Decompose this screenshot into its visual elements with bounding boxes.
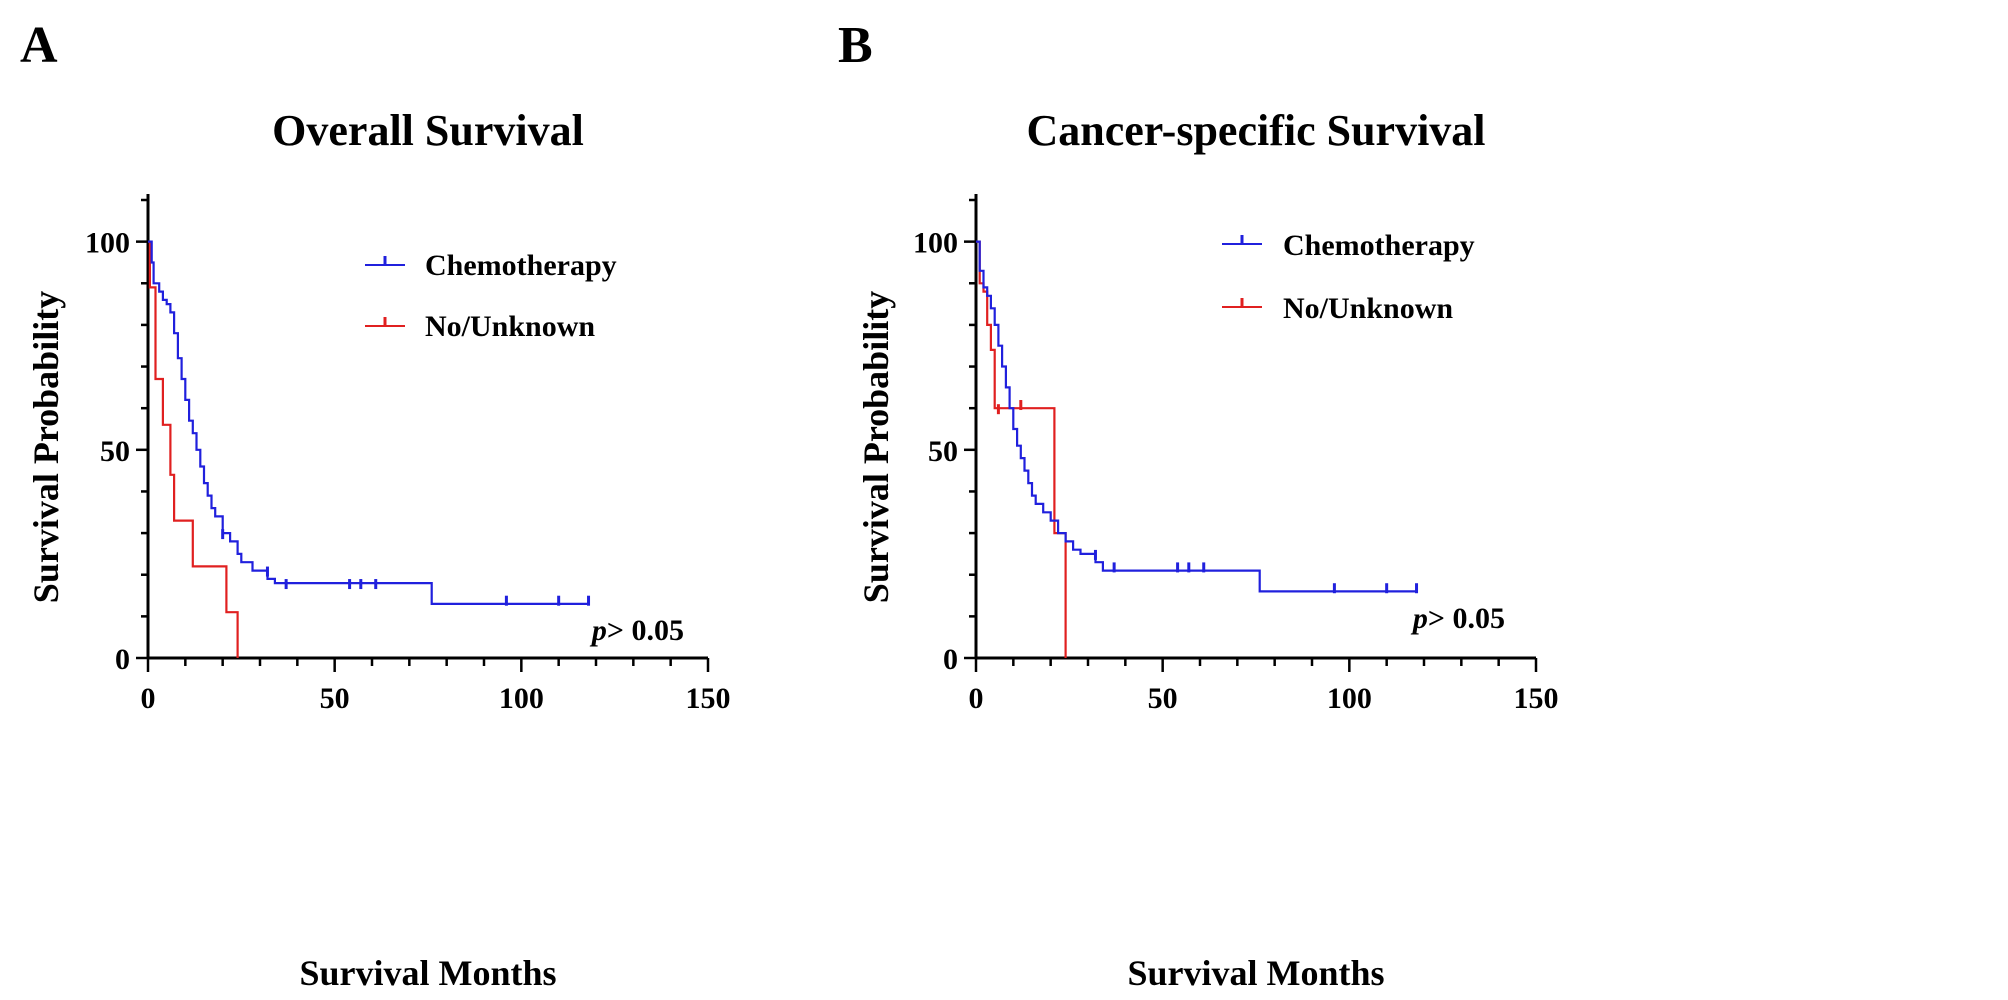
panel-b-y-tick-label: 0 (943, 643, 958, 676)
panel-b-x-tick-label: 100 (1327, 682, 1372, 715)
panel-a-y-tick-label: 0 (115, 643, 130, 676)
panel-b-axes: 0 50 100 0 50 100 150 (913, 194, 1559, 715)
panel-a-legend: Chemotherapy No/Unknown (365, 249, 617, 343)
panel-b-p-text: > 0.05 (1428, 602, 1505, 635)
panel-b-y-axis-label: Survival Probability (856, 291, 896, 603)
panel-a-series-line-chemotherapy (148, 240, 589, 605)
panel-a-y-axis-label: Survival Probability (26, 291, 66, 603)
panel-a-p-symbol: p (589, 614, 607, 647)
panel-a-x-tick-label: 50 (320, 682, 350, 715)
panel-b-x-tick-label: 150 (1514, 682, 1559, 715)
panel-b-series-line-chemotherapy (976, 240, 1417, 593)
panel-a-series-line-no-unknown (148, 240, 239, 658)
panel-a-x-axis-label: Survival Months (299, 953, 556, 993)
panel-a-axes: 0 50 100 0 50 100 150 (85, 194, 731, 715)
panel-a-x-tick-label: 150 (686, 682, 731, 715)
panel-a-y-tick-label: 50 (100, 435, 130, 468)
panel-b: B Cancer-specific Survival Survival Mont… (838, 17, 1559, 993)
panel-b-x-tick-label: 0 (969, 682, 984, 715)
panel-b-legend-label-no-unknown: No/Unknown (1283, 292, 1453, 325)
panel-b-letter: B (838, 17, 873, 74)
panel-b-x-axis-label: Survival Months (1127, 953, 1384, 993)
panel-a-letter: A (20, 17, 58, 74)
panel-a-p-text: > 0.05 (607, 614, 684, 647)
panel-a-x-tick-label: 0 (141, 682, 156, 715)
panel-a: A Overall Survival Survival Months Survi… (20, 17, 731, 993)
panel-b-p-value: p> 0.05 (1410, 602, 1505, 635)
panel-a-title: Overall Survival (272, 106, 584, 155)
panel-b-series-line-no-unknown (976, 240, 1067, 658)
panel-b-y-tick-label: 100 (913, 227, 958, 260)
panel-b-legend-label-chemotherapy: Chemotherapy (1283, 229, 1475, 262)
panel-b-legend: Chemotherapy No/Unknown (1222, 229, 1475, 325)
panel-a-y-tick-label: 100 (85, 227, 130, 260)
panel-a-legend-label-chemotherapy: Chemotherapy (425, 249, 617, 282)
panel-b-y-tick-label: 50 (928, 435, 958, 468)
panel-b-title: Cancer-specific Survival (1026, 106, 1485, 155)
panel-a-x-tick-label: 100 (499, 682, 544, 715)
panel-a-p-value: p> 0.05 (589, 614, 684, 647)
panel-b-p-symbol: p (1410, 602, 1428, 635)
panel-a-legend-label-no-unknown: No/Unknown (425, 310, 595, 343)
panel-b-x-tick-label: 50 (1148, 682, 1178, 715)
